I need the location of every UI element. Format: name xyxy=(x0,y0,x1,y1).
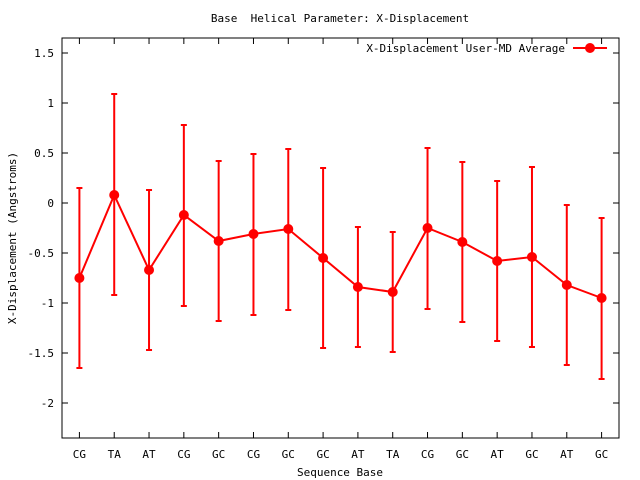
y-tick-label: 1.5 xyxy=(34,47,54,60)
legend-label: X-Displacement User-MD Average xyxy=(366,42,565,55)
data-point xyxy=(109,190,120,200)
data-point xyxy=(318,253,329,263)
data-point xyxy=(457,237,468,247)
legend: X-Displacement User-MD Average xyxy=(366,42,607,55)
x-tick-label: GC xyxy=(282,448,295,461)
data-point xyxy=(596,293,607,303)
data-point xyxy=(283,224,294,234)
data-point xyxy=(74,273,85,283)
x-tick-label: TA xyxy=(108,448,122,461)
data-point xyxy=(422,223,433,233)
x-tick-label: GC xyxy=(316,448,329,461)
x-tick-label: AT xyxy=(491,448,505,461)
x-tick-label: GC xyxy=(595,448,608,461)
data-point xyxy=(144,265,155,275)
x-tick-label: TA xyxy=(386,448,400,461)
x-tick-label: AT xyxy=(351,448,365,461)
x-tick-label: GC xyxy=(212,448,225,461)
data-point xyxy=(352,282,363,292)
x-tick-label: AT xyxy=(142,448,156,461)
y-tick-label: -1.5 xyxy=(28,347,55,360)
y-tick-label: -1 xyxy=(41,297,54,310)
data-point xyxy=(561,280,572,290)
data-point xyxy=(387,287,398,297)
data-point xyxy=(178,210,189,220)
x-tick-label: GC xyxy=(525,448,538,461)
series-line xyxy=(78,192,602,299)
x-axis-label: Sequence Base xyxy=(297,466,383,479)
series-group xyxy=(74,93,607,380)
y-tick-label: 1 xyxy=(47,97,54,110)
chart-title: Base Helical Parameter: X-Displacement xyxy=(211,12,469,25)
x-tick-label: CG xyxy=(177,448,190,461)
y-tick-label: 0 xyxy=(47,197,54,210)
x-tick-label: AT xyxy=(560,448,574,461)
x-tick-label: CG xyxy=(73,448,86,461)
y-axis: 1.5 1 0.5 0 -0.5 -1 -1.5 -2 xyxy=(28,47,619,410)
y-tick-label: -0.5 xyxy=(28,247,55,260)
x-axis: CG TA AT CG GC CG GC GC AT TA CG GC AT GC AT GC xyxy=(73,38,608,461)
plot-frame xyxy=(61,37,620,439)
y-axis-label: X-Displacement (Angstroms) xyxy=(6,152,19,324)
data-point xyxy=(492,256,503,266)
data-point xyxy=(248,229,259,239)
y-tick-label: 0.5 xyxy=(34,147,54,160)
x-tick-label: CG xyxy=(421,448,434,461)
x-tick-label: GC xyxy=(456,448,469,461)
legend-marker-swatch xyxy=(585,43,595,53)
data-point xyxy=(526,252,537,262)
y-tick-label: -2 xyxy=(41,397,54,410)
data-point xyxy=(213,236,224,246)
x-tick-label: CG xyxy=(247,448,260,461)
